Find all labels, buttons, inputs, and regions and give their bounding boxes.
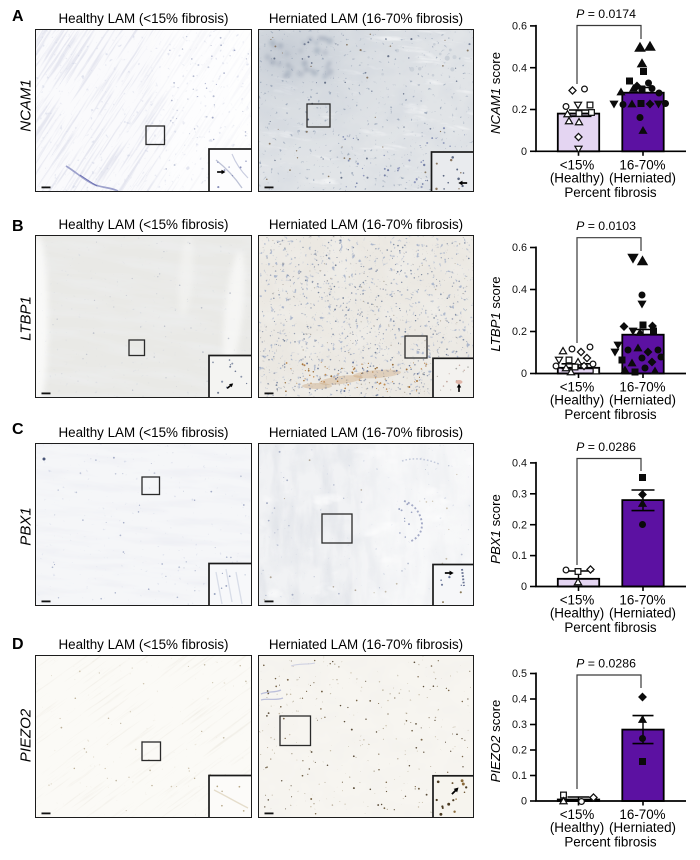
svg-text:<15%: <15%: [560, 380, 595, 395]
svg-text:16-70%: 16-70%: [619, 593, 665, 608]
svg-text:PBX1 score: PBX1 score: [488, 494, 503, 564]
svg-text:P = 0.0103: P = 0.0103: [576, 219, 636, 233]
svg-text:0: 0: [521, 146, 527, 158]
svg-text:0.4: 0.4: [512, 458, 527, 470]
svg-text:0.2: 0.2: [512, 104, 527, 116]
svg-text:(Herniated): (Herniated): [609, 820, 676, 835]
svg-text:0: 0: [521, 368, 527, 380]
svg-text:0.3: 0.3: [512, 488, 527, 500]
svg-text:0.2: 0.2: [512, 745, 527, 757]
svg-text:Percent fibrosis: Percent fibrosis: [564, 620, 657, 635]
svg-text:(Healthy): (Healthy): [550, 606, 604, 621]
svg-text:0.3: 0.3: [512, 719, 527, 731]
svg-text:<15%: <15%: [560, 157, 595, 172]
svg-text:0.4: 0.4: [512, 284, 527, 296]
svg-text:<15%: <15%: [560, 593, 595, 608]
svg-text:(Herniated): (Herniated): [609, 606, 676, 621]
svg-text:16-70%: 16-70%: [619, 157, 665, 172]
svg-text:0.5: 0.5: [512, 668, 527, 680]
svg-text:NCAM1 score: NCAM1 score: [488, 52, 503, 134]
svg-text:(Healthy): (Healthy): [550, 820, 604, 835]
svg-text:LTBP1 score: LTBP1 score: [488, 276, 503, 351]
svg-text:<15%: <15%: [560, 807, 595, 822]
svg-text:16-70%: 16-70%: [619, 807, 665, 822]
svg-text:16-70%: 16-70%: [619, 380, 665, 395]
svg-text:0.4: 0.4: [512, 694, 527, 706]
svg-text:0.1: 0.1: [512, 550, 527, 562]
svg-text:P = 0.0174: P = 0.0174: [576, 7, 636, 21]
svg-text:Percent fibrosis: Percent fibrosis: [564, 407, 657, 422]
svg-text:P = 0.0286: P = 0.0286: [576, 657, 636, 671]
svg-text:0.6: 0.6: [512, 21, 527, 33]
svg-text:(Herniated): (Herniated): [609, 171, 676, 186]
svg-text:0: 0: [521, 581, 527, 593]
svg-text:(Healthy): (Healthy): [550, 171, 604, 186]
svg-text:0.6: 0.6: [512, 242, 527, 254]
svg-text:0.4: 0.4: [512, 62, 527, 74]
svg-text:Percent fibrosis: Percent fibrosis: [564, 185, 657, 200]
svg-text:P = 0.0286: P = 0.0286: [576, 440, 636, 454]
svg-text:Percent fibrosis: Percent fibrosis: [564, 835, 657, 850]
svg-text:0.2: 0.2: [512, 326, 527, 338]
svg-text:0: 0: [521, 796, 527, 808]
svg-text:(Herniated): (Herniated): [609, 393, 676, 408]
svg-text:0.2: 0.2: [512, 519, 527, 531]
svg-text:(Healthy): (Healthy): [550, 393, 604, 408]
svg-text:0.1: 0.1: [512, 770, 527, 782]
svg-text:PIEZO2 score: PIEZO2 score: [488, 700, 503, 783]
